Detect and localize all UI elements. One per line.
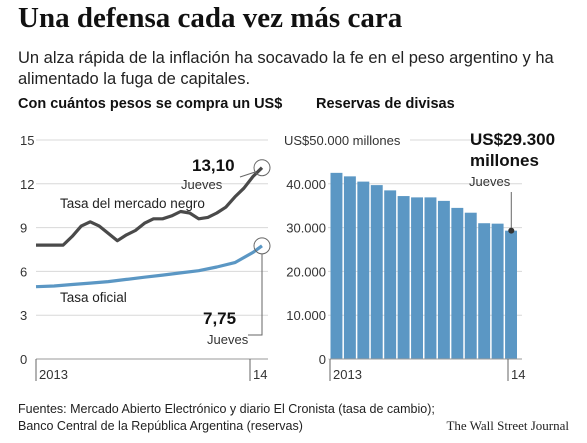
brand-logo: The Wall Street Journal <box>446 418 569 433</box>
line-chart-y-tick-label: 3 <box>20 308 27 323</box>
exchange-rate-chart-title: Con cuántos pesos se compra un US$ <box>18 96 283 112</box>
bar-chart-y-tick-label: 40.000 <box>286 177 326 192</box>
reserves-value-label-unit: millones <box>470 151 539 170</box>
bar-chart-y-tick-label: 0 <box>319 352 326 367</box>
bar-chart-y-tick-label: US$50.000 millones <box>284 133 401 148</box>
series-label-black-market: Tasa del mercado negro <box>60 196 205 211</box>
reserve-bar <box>411 197 423 359</box>
black-market-rate-line <box>36 166 264 247</box>
reserve-bar <box>357 181 370 359</box>
reserves-endpoint-dot <box>508 227 515 234</box>
line-chart-y-tick-label: 9 <box>20 221 27 236</box>
black-market-value-label: 13,10 <box>192 156 235 175</box>
reserve-bar <box>505 230 517 359</box>
official-rate-line <box>35 244 263 289</box>
line-chart-y-tick-label: 12 <box>20 177 34 192</box>
reserve-bar <box>451 207 464 359</box>
reserve-bar <box>437 200 450 359</box>
bar-chart-x-tick-label: 14 <box>511 367 525 382</box>
series-label-official: Tasa oficial <box>60 290 127 305</box>
official-date-label: Jueves <box>207 332 249 347</box>
bar-chart-y-tick-label: 30.000 <box>286 221 326 236</box>
line-chart-y-tick-label: 15 <box>20 133 34 148</box>
line-chart-y-tick-label: 0 <box>20 352 27 367</box>
reserve-bar <box>424 197 437 359</box>
bar-chart-y-tick-label: 10.000 <box>286 308 326 323</box>
bar-chart-x-tick-label: 2013 <box>333 367 362 382</box>
reserve-bar <box>330 172 343 359</box>
source-note: Fuentes: Mercado Abierto Electrónico y d… <box>18 402 435 433</box>
endpoint-marker <box>253 159 271 177</box>
reserve-bar <box>464 212 477 359</box>
reserve-bar <box>397 196 410 359</box>
official-value-label: 7,75 <box>203 309 236 328</box>
official-leader-line <box>248 253 263 336</box>
reserve-bar <box>491 223 504 359</box>
reserves-date-label: Jueves <box>469 174 511 189</box>
page-title: Una defensa cada vez más cara <box>18 2 403 34</box>
line-chart-x-tick-label: 2013 <box>39 367 68 382</box>
reserves-value-label: US$29.300 <box>470 130 555 149</box>
reserves-chart-title: Reservas de divisas <box>316 96 455 112</box>
reserve-bar <box>384 190 397 359</box>
black-market-leader-line <box>239 171 257 178</box>
page-subtitle: Un alza rápida de la inflación ha socava… <box>18 49 554 88</box>
reserve-bar <box>370 185 383 359</box>
bar-chart-y-tick-label: 20.000 <box>286 264 326 279</box>
reserve-bar <box>343 176 356 359</box>
line-chart-x-tick-label: 14 <box>253 367 267 382</box>
line-chart-y-tick-label: 6 <box>20 264 27 279</box>
black-market-date-label: Jueves <box>181 177 223 192</box>
reserve-bar <box>478 223 491 359</box>
